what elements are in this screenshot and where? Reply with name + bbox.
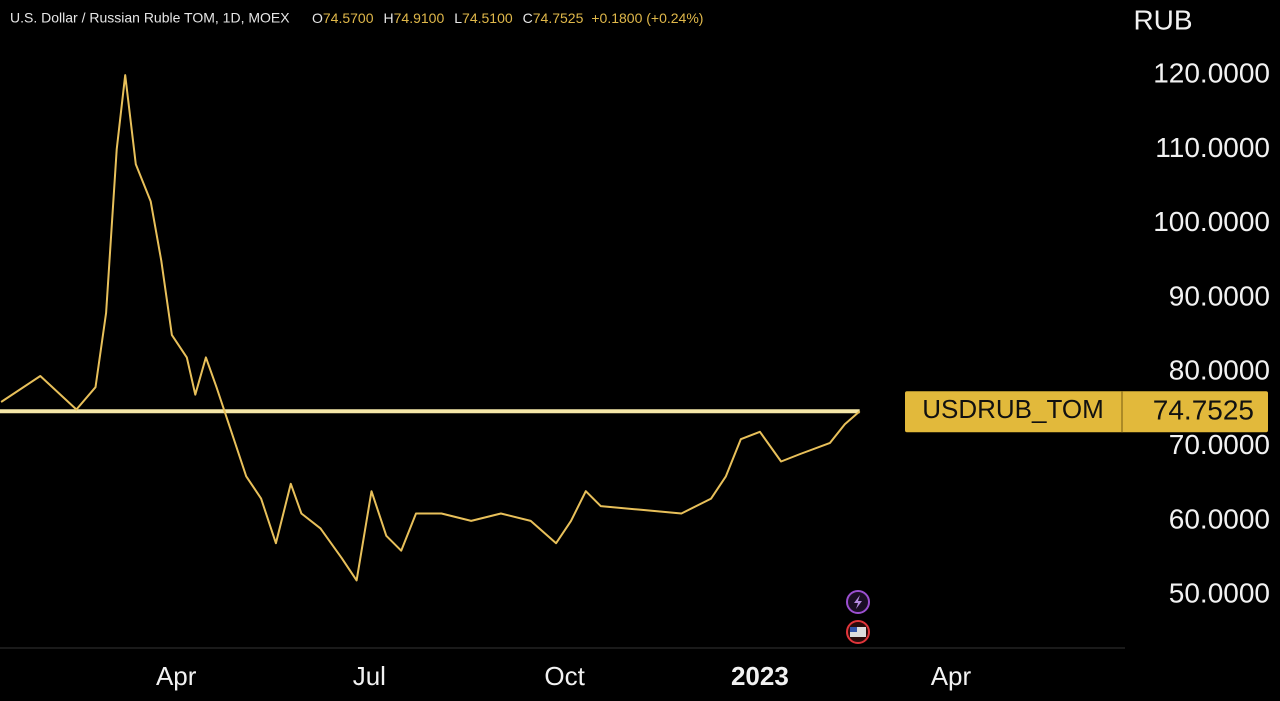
y-axis-unit: RUB [1133, 4, 1192, 35]
ohlc-value: 74.7525 [533, 10, 584, 26]
chart-title: U.S. Dollar / Russian Ruble TOM, 1D, MOE… [10, 10, 290, 26]
price-tag-name: USDRUB_TOM [922, 394, 1104, 424]
country-icon[interactable] [846, 620, 870, 644]
x-tick-label: Oct [544, 661, 585, 691]
price-series [0, 74, 861, 582]
y-tick-label: 120.0000 [1153, 57, 1270, 88]
ohlc-value: 74.5100 [462, 10, 513, 26]
y-tick-label: 70.0000 [1169, 429, 1270, 460]
ohlc-value: 74.5700 [323, 10, 374, 26]
x-tick-label: Apr [931, 661, 972, 691]
ohlc-key: H [384, 10, 394, 26]
price-tag [905, 391, 1268, 433]
ohlc-key: O [312, 10, 323, 26]
y-tick-label: 60.0000 [1169, 503, 1270, 534]
y-tick-label: 90.0000 [1169, 280, 1270, 311]
change: +0.1800 (+0.24%) [591, 10, 703, 26]
x-tick-label: Apr [156, 661, 197, 691]
ohlc-key: C [523, 10, 533, 26]
x-tick-label: Jul [353, 661, 386, 691]
y-tick-label: 80.0000 [1169, 355, 1270, 386]
y-tick-label: 50.0000 [1169, 578, 1270, 609]
x-tick-label: 2023 [731, 661, 789, 691]
price-tag-value: 74.7525 [1153, 395, 1254, 426]
ohlc-readout: O74.5700 H74.9100 L74.5100 C74.7525 +0.1800 … [312, 10, 703, 26]
y-tick-label: 110.0000 [1155, 132, 1270, 163]
ohlc-key: L [454, 10, 462, 26]
ohlc-value: 74.9100 [394, 10, 445, 26]
events-icon[interactable] [846, 590, 870, 614]
y-tick-label: 100.0000 [1153, 206, 1270, 237]
